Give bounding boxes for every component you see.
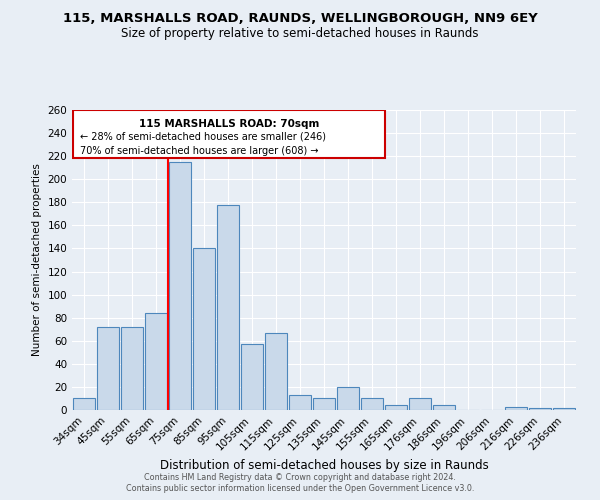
Text: 70% of semi-detached houses are larger (608) →: 70% of semi-detached houses are larger (… (80, 146, 319, 156)
Bar (145, 313, 167, 410)
X-axis label: Distribution of semi-detached houses by size in Raunds: Distribution of semi-detached houses by … (160, 458, 488, 471)
Text: ← 28% of semi-detached houses are smaller (246): ← 28% of semi-detached houses are smalle… (80, 132, 326, 142)
Bar (385, 406, 407, 410)
Bar (217, 204, 239, 410)
FancyBboxPatch shape (73, 110, 385, 158)
Bar (97, 327, 119, 410)
Y-axis label: Number of semi-detached properties: Number of semi-detached properties (32, 164, 42, 356)
Bar (121, 327, 143, 410)
Bar (409, 398, 431, 410)
Bar (553, 408, 575, 410)
Bar (193, 248, 215, 410)
Bar (265, 332, 287, 410)
Bar (361, 398, 383, 410)
Text: Contains HM Land Registry data © Crown copyright and database right 2024.: Contains HM Land Registry data © Crown c… (144, 472, 456, 482)
Bar (505, 406, 527, 410)
Bar (529, 408, 551, 410)
Bar (433, 406, 455, 410)
Bar (169, 162, 191, 410)
Text: Size of property relative to semi-detached houses in Raunds: Size of property relative to semi-detach… (121, 28, 479, 40)
Bar (313, 398, 335, 410)
Bar (289, 395, 311, 410)
Bar (337, 387, 359, 410)
Bar (73, 398, 95, 410)
Text: Contains public sector information licensed under the Open Government Licence v3: Contains public sector information licen… (126, 484, 474, 493)
Text: 115 MARSHALLS ROAD: 70sqm: 115 MARSHALLS ROAD: 70sqm (139, 119, 319, 129)
Text: 115, MARSHALLS ROAD, RAUNDS, WELLINGBOROUGH, NN9 6EY: 115, MARSHALLS ROAD, RAUNDS, WELLINGBORO… (62, 12, 538, 26)
Bar (241, 344, 263, 410)
